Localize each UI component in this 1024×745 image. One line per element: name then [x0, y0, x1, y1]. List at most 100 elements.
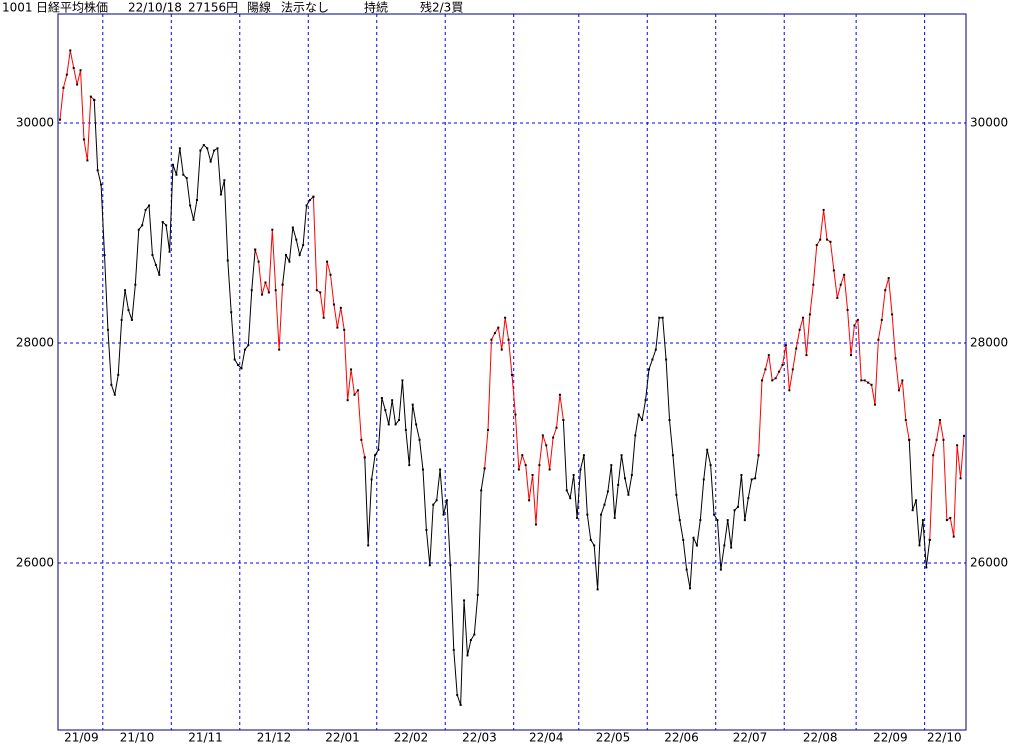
x-tick-label: 22/07: [733, 731, 768, 745]
price-point: [624, 477, 626, 480]
price-point: [243, 348, 246, 351]
price-point: [308, 199, 311, 202]
price-point: [627, 493, 630, 496]
price-point: [264, 281, 267, 284]
price-point: [408, 464, 411, 467]
price-point: [72, 67, 75, 70]
header-trend: 持続: [364, 0, 388, 15]
price-point: [401, 379, 404, 382]
price-point: [675, 493, 678, 496]
price-point: [863, 379, 866, 382]
price-point: [172, 163, 174, 166]
price-point: [534, 523, 537, 526]
price-point: [870, 383, 873, 386]
price-point: [490, 338, 493, 341]
price-point: [781, 364, 784, 367]
price-point: [617, 483, 620, 486]
x-tick-label: 21/11: [188, 731, 223, 745]
price-point: [891, 313, 894, 316]
price-point: [867, 381, 870, 384]
price-point: [545, 444, 548, 447]
price-point: [445, 499, 448, 502]
price-point: [692, 536, 695, 539]
price-point: [185, 177, 188, 180]
price-point: [511, 373, 513, 376]
price-point: [606, 490, 609, 493]
price-point: [682, 538, 685, 541]
price-point: [237, 364, 240, 367]
price-point: [531, 474, 534, 477]
price-point: [487, 428, 490, 431]
price-point: [572, 474, 575, 477]
price-point: [370, 478, 373, 481]
price-point: [384, 409, 387, 412]
price-point: [82, 138, 85, 141]
price-point: [377, 448, 380, 451]
price-point: [963, 434, 965, 437]
price-point: [456, 694, 459, 697]
price-line: [93, 99, 931, 706]
x-tick-label: 21/12: [257, 731, 292, 745]
price-point: [106, 328, 109, 331]
price-point: [685, 568, 688, 571]
price-point: [932, 454, 935, 457]
price-point: [945, 519, 948, 522]
price-point: [110, 383, 113, 386]
price-point: [647, 368, 650, 371]
price-point: [942, 438, 945, 441]
price-point: [754, 477, 757, 480]
price-point: [702, 478, 705, 481]
price-point: [750, 478, 753, 481]
price-point: [812, 283, 815, 286]
price-point: [791, 368, 794, 371]
price-point: [713, 513, 716, 516]
price-point: [921, 519, 924, 522]
price-point: [706, 448, 709, 451]
price-point: [288, 260, 291, 263]
price-point: [452, 648, 455, 651]
price-point: [767, 354, 770, 357]
price-point: [182, 173, 185, 176]
price-point: [391, 399, 394, 402]
header-signal: 残2/3買: [420, 1, 463, 15]
price-point: [312, 195, 315, 198]
price-point: [240, 367, 243, 370]
price-point: [367, 544, 370, 547]
price-point: [189, 204, 192, 207]
price-point: [826, 238, 829, 241]
price-point: [151, 254, 154, 257]
price-point: [363, 456, 366, 459]
price-point: [918, 544, 921, 547]
price-point: [600, 513, 603, 516]
price-point: [199, 149, 202, 152]
price-point: [856, 318, 859, 321]
price-point: [596, 588, 599, 591]
header-code: 1001: [2, 1, 33, 15]
price-point: [281, 283, 284, 286]
price-point: [671, 454, 674, 457]
y-tick-label: 30000: [16, 116, 54, 130]
price-point: [483, 467, 486, 470]
price-point: [784, 344, 787, 347]
price-point: [124, 289, 127, 292]
price-point: [394, 423, 397, 426]
price-point: [65, 73, 68, 76]
price-point: [473, 633, 476, 636]
price-point: [137, 228, 140, 231]
price-point: [589, 538, 592, 541]
price-point: [469, 639, 472, 642]
price-point: [127, 309, 130, 312]
y-tick-label-right: 26000: [970, 556, 1008, 570]
price-point: [778, 370, 781, 373]
price-point: [117, 373, 120, 376]
price-point: [322, 316, 325, 319]
price-point: [442, 513, 445, 516]
y-tick-label-right: 28000: [970, 336, 1008, 350]
price-point: [897, 389, 900, 392]
price-point: [398, 419, 400, 422]
price-point: [524, 464, 527, 467]
price-point: [329, 273, 332, 276]
price-point: [89, 95, 92, 98]
price-point: [343, 328, 346, 331]
price-point: [415, 423, 418, 426]
